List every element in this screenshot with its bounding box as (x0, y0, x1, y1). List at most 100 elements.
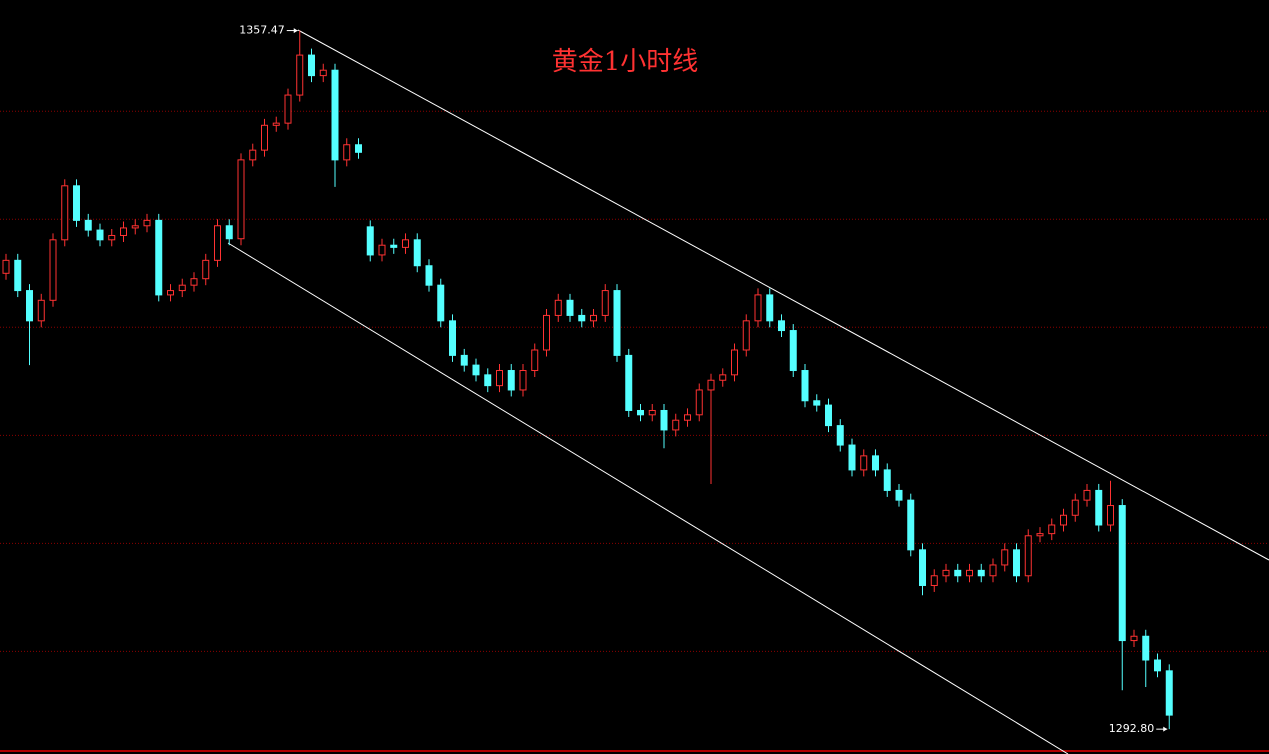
candle-body (331, 69, 339, 161)
candle-body (120, 227, 127, 236)
candle-body (73, 185, 80, 221)
candle-body (731, 349, 738, 376)
candle-body (26, 290, 33, 322)
candle-body (1118, 505, 1126, 642)
candle-body (848, 444, 856, 471)
candle-body (707, 379, 715, 391)
candle-body (284, 94, 292, 124)
candle-body (872, 455, 879, 471)
candle-body (249, 149, 257, 161)
chart-title: 黄金1小时线 (552, 47, 699, 77)
candle-body (61, 185, 69, 241)
candle-body (1036, 533, 1044, 537)
candle-body (1095, 489, 1103, 526)
candle-body (590, 314, 597, 322)
candle-body (836, 425, 844, 446)
candle-body (531, 349, 539, 372)
candle-body (942, 569, 950, 577)
candle-body (460, 354, 468, 366)
candle-body (919, 549, 926, 586)
candle-body (1024, 535, 1032, 577)
candle-body (190, 278, 198, 286)
candle-body (413, 239, 421, 267)
candle-body (202, 259, 210, 280)
candle-body (472, 364, 480, 376)
candle-body (343, 144, 351, 161)
candle-body (425, 265, 433, 286)
candle-body (108, 234, 116, 241)
channel-lower (227, 242, 1069, 754)
candle-body (977, 569, 985, 577)
candle-body (860, 455, 868, 471)
annotation-arrowhead (1163, 726, 1168, 732)
candle-body (883, 469, 891, 491)
annotation-label: 1357.47 (239, 24, 285, 37)
candle-body (613, 290, 621, 356)
candle-body (37, 299, 45, 322)
candle-body (766, 294, 774, 322)
annotation-arrowhead (293, 28, 298, 34)
candle-body (789, 330, 797, 372)
candle-body (1130, 635, 1138, 642)
candle-body (366, 226, 374, 256)
candle-body (1013, 549, 1020, 577)
candle-body (308, 54, 315, 77)
candle-body (1142, 635, 1150, 661)
candle-body (449, 320, 456, 356)
candle-body (1048, 524, 1056, 535)
candle-body (813, 400, 821, 406)
candle-body (437, 284, 445, 322)
candle-body (167, 290, 174, 296)
candle-body (907, 499, 915, 551)
candle-body (930, 575, 938, 586)
candle-body (143, 219, 151, 227)
candle-body (272, 122, 280, 126)
candle-body (566, 299, 574, 316)
candle-body (648, 409, 656, 416)
candle-body (178, 284, 186, 292)
annotations: 1357.47 1292.80 (239, 24, 1168, 735)
candle-body (14, 259, 22, 292)
candle-body (390, 244, 398, 248)
candle-body (637, 409, 644, 416)
candle-body (84, 219, 92, 231)
candle-body (825, 404, 832, 427)
annotation-label: 1292.80 (1109, 722, 1155, 735)
candle-body (319, 69, 327, 77)
candle-body (1071, 499, 1079, 516)
candle-body (660, 409, 668, 431)
candle-body (954, 569, 962, 577)
candle-body (96, 229, 104, 241)
candle-body (496, 370, 503, 387)
candle-body (1060, 514, 1067, 526)
channel-upper (297, 29, 1269, 561)
candle-body (1083, 489, 1091, 501)
candle-body (261, 124, 268, 151)
candle-body (519, 370, 527, 391)
candles (2, 30, 1173, 730)
candle-body (754, 294, 762, 322)
candle-body (625, 354, 633, 411)
candle-body (684, 414, 691, 421)
candle-body (2, 259, 10, 274)
candle-body (1154, 659, 1161, 672)
candle-body (237, 159, 245, 240)
candle-body (1107, 505, 1114, 526)
candle-body (49, 239, 57, 301)
candle-body (214, 225, 221, 261)
candle-body (719, 374, 727, 381)
candle-body (131, 225, 139, 229)
candle-body (695, 389, 703, 416)
candle-body (554, 299, 562, 316)
candle-body (543, 314, 550, 351)
candle-body (801, 370, 809, 402)
candle-body (484, 374, 492, 387)
candle-body (225, 225, 233, 240)
candle-body (1165, 670, 1173, 716)
candle-body (355, 144, 362, 153)
candle-body (507, 370, 515, 391)
candle-body (778, 320, 785, 332)
